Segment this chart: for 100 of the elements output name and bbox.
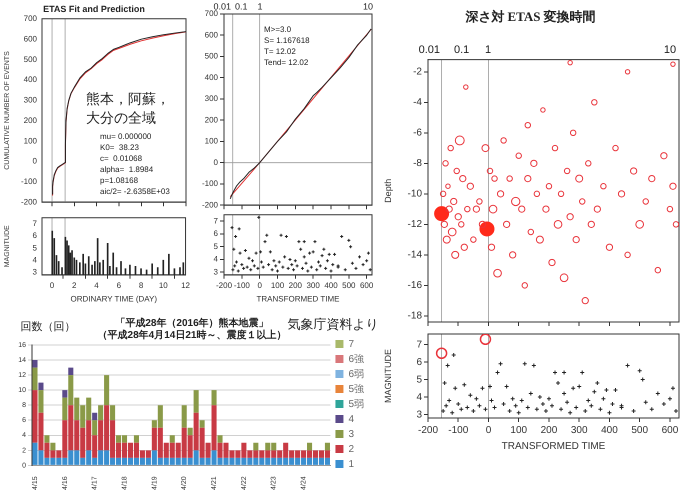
chart-title: 深さ対 ETAS 変換時間 xyxy=(464,9,596,24)
y-tick-label: -8 xyxy=(413,158,422,170)
annotation: 熊本，阿蘇， xyxy=(86,92,170,108)
annotation: Tend= 12.02 xyxy=(264,58,309,68)
chart-title: ETAS Fit and Prediction xyxy=(43,4,145,14)
legend-label: 3 xyxy=(348,428,354,440)
y-tick-label: 3 xyxy=(416,409,422,420)
y-tick-label: -100 xyxy=(20,177,38,186)
y-tick-label: -100 xyxy=(202,179,219,188)
x-tick-label: 0 xyxy=(486,424,492,436)
y-tick-label: 700 xyxy=(204,9,219,18)
annotation: p=1.08168 xyxy=(100,176,139,186)
x-tick-label: -100 xyxy=(448,424,469,436)
y-axis-title: MAGNITUDE xyxy=(382,349,393,403)
legend-label: 1 xyxy=(348,458,354,470)
annotation: aic/2= -2.6358E+03 xyxy=(100,187,170,196)
annotation: T= 12.02 xyxy=(264,47,296,56)
y-tick-label: 300 xyxy=(24,96,38,105)
text: 気象庁資料より xyxy=(288,316,378,332)
text: 1 xyxy=(484,44,492,56)
y-tick-label: -10 xyxy=(408,188,422,200)
legend-label: 6強 xyxy=(348,352,364,365)
chart-subtitle: （平成28年4月14日21時～、震度１以上） xyxy=(98,328,286,341)
y-tick-label: 3 xyxy=(214,267,219,276)
y-tick-label: 5 xyxy=(214,242,219,251)
y-tick-label: 200 xyxy=(204,115,219,124)
x-tick-label: 400 xyxy=(324,280,338,290)
annotation: K0= 38.23 xyxy=(100,143,140,152)
legend-label: 5強 xyxy=(348,382,364,395)
y-tick-label: 7 xyxy=(32,219,38,228)
y-axis-title: Depth xyxy=(382,178,393,203)
y-tick-label: -16 xyxy=(408,280,422,292)
x-tick-label: 600 xyxy=(360,280,374,290)
x-tick-label: 0 xyxy=(257,280,262,290)
y-tick-label: 4 xyxy=(214,254,219,264)
x-tick-label: 100 xyxy=(510,424,528,436)
y-tick-label: 3 xyxy=(32,268,38,277)
annotation: 大分の全域 xyxy=(86,110,156,127)
legend-label: 5弱 xyxy=(348,398,364,410)
annotation: alpha= 1.8984 xyxy=(100,165,154,174)
legend-label: 7 xyxy=(348,338,354,350)
y-tick-label: -2 xyxy=(413,66,422,78)
x-tick-label: 600 xyxy=(662,424,679,436)
y-tick-label: -200 xyxy=(202,200,219,210)
text: 0.01 xyxy=(418,44,440,56)
y-tick-label: 5 xyxy=(416,374,422,386)
y-tick-label: 4 xyxy=(32,255,38,264)
x-tick-label: 200 xyxy=(288,280,303,290)
x-tick-label: 0 xyxy=(50,280,55,290)
y-tick-label: -14 xyxy=(408,250,422,261)
y-tick-label: 4 xyxy=(416,392,422,403)
x-tick-label: -100 xyxy=(234,280,250,290)
annotation: c= 0.01068 xyxy=(100,154,143,164)
chart-title: 「平成28年（2016年）熊本地震」 xyxy=(115,316,269,329)
x-axis-title: TRANSFORMED TIME xyxy=(502,440,606,452)
legend-label: 6弱 xyxy=(348,368,364,380)
y-tick-label: 700 xyxy=(24,14,38,24)
y-tick-label: 6 xyxy=(416,356,422,368)
x-axis-title: TRANSFORMED TIME xyxy=(256,294,340,304)
x-tick-label: 4 xyxy=(94,280,100,290)
text: 0.1 xyxy=(454,44,470,56)
x-tick-label: 500 xyxy=(631,424,648,436)
x-tick-label: 500 xyxy=(342,280,356,290)
x-tick-label: 300 xyxy=(306,280,320,290)
y-tick-label: 100 xyxy=(204,136,219,146)
y-tick-label: 500 xyxy=(204,52,219,61)
x-tick-label: 100 xyxy=(270,280,285,290)
text: 0.01 xyxy=(213,1,231,12)
legend-label: 2 xyxy=(348,444,354,455)
x-tick-label: 400 xyxy=(601,424,618,436)
y-tick-label: -200 xyxy=(20,197,38,206)
x-tick-label: 2 xyxy=(72,280,78,290)
y-tick-label: 600 xyxy=(204,30,219,40)
y-tick-label: -12 xyxy=(408,219,422,230)
y-tick-label: -6 xyxy=(413,128,422,139)
y-tick-label: 400 xyxy=(24,75,38,84)
text: 1 xyxy=(257,1,263,12)
text: 10 xyxy=(362,1,374,12)
y-tick-label: 300 xyxy=(204,94,219,104)
y-axis-title: 回数（回） xyxy=(20,321,76,334)
y-tick-label: -18 xyxy=(408,310,422,322)
y-tick-label: 0 xyxy=(32,156,38,166)
y-tick-label: 0 xyxy=(214,158,219,167)
annotation: S= 1.167618 xyxy=(264,36,310,46)
y-tick-label: 6 xyxy=(214,229,219,238)
legend-label: 4 xyxy=(348,414,354,425)
y-tick-label: 500 xyxy=(24,54,38,64)
x-tick-label: 8 xyxy=(138,280,144,290)
text: 0.1 xyxy=(235,1,248,12)
y-tick-label: 400 xyxy=(204,72,219,82)
annotation: M>=3.0 xyxy=(264,25,292,34)
y-tick-label: 600 xyxy=(24,34,38,44)
y-tick-label: 5 xyxy=(32,243,38,252)
y-tick-label: -4 xyxy=(413,97,422,108)
y-tick-label: 6 xyxy=(32,231,38,240)
text: 10 xyxy=(664,44,676,56)
y-tick-label: 100 xyxy=(24,136,38,146)
x-axis-title: ORDINARY TIME (DAY) xyxy=(70,294,158,304)
y-tick-label: 7 xyxy=(214,216,219,226)
y-tick-label: 7 xyxy=(416,339,422,350)
